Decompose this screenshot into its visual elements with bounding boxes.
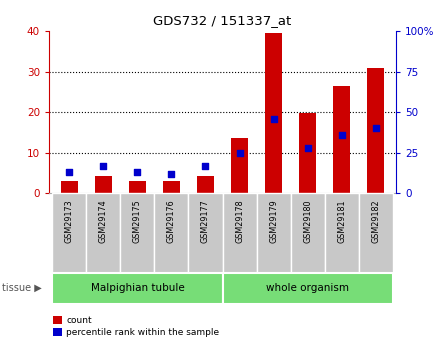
Point [202, 163, 209, 168]
FancyBboxPatch shape [189, 193, 222, 273]
Point [338, 132, 345, 138]
Text: GDS732 / 151337_at: GDS732 / 151337_at [154, 14, 291, 27]
Point [168, 171, 175, 177]
FancyBboxPatch shape [222, 193, 256, 273]
Bar [367, 68, 384, 193]
FancyBboxPatch shape [86, 193, 121, 273]
Text: tissue ▶: tissue ▶ [2, 283, 42, 293]
Point [270, 116, 277, 121]
Legend: count, percentile rank within the sample: count, percentile rank within the sample [49, 313, 223, 341]
Bar [333, 86, 350, 193]
Text: whole organism: whole organism [266, 283, 349, 293]
Text: GSM29175: GSM29175 [133, 199, 142, 243]
Point [304, 145, 311, 150]
Bar [163, 181, 180, 193]
Text: GSM29178: GSM29178 [235, 199, 244, 243]
Text: GSM29176: GSM29176 [167, 199, 176, 243]
Bar [231, 138, 248, 193]
Text: GSM29177: GSM29177 [201, 199, 210, 243]
FancyBboxPatch shape [256, 193, 291, 273]
Bar [95, 176, 112, 193]
FancyBboxPatch shape [154, 193, 189, 273]
Bar [61, 181, 78, 193]
Bar [129, 181, 146, 193]
Point [134, 169, 141, 175]
Text: GSM29181: GSM29181 [337, 199, 346, 243]
Point [66, 169, 73, 175]
Point [236, 150, 243, 155]
Bar [299, 113, 316, 193]
Bar [265, 33, 282, 193]
Point [372, 126, 379, 131]
Text: GSM29174: GSM29174 [99, 199, 108, 243]
Bar [197, 176, 214, 193]
FancyBboxPatch shape [324, 193, 359, 273]
Point [100, 163, 107, 168]
Text: GSM29179: GSM29179 [269, 199, 278, 243]
FancyBboxPatch shape [121, 193, 154, 273]
FancyBboxPatch shape [359, 193, 392, 273]
FancyBboxPatch shape [222, 273, 392, 304]
Text: GSM29173: GSM29173 [65, 199, 74, 243]
FancyBboxPatch shape [53, 193, 86, 273]
FancyBboxPatch shape [291, 193, 324, 273]
Text: GSM29182: GSM29182 [371, 199, 380, 243]
Text: Malpighian tubule: Malpighian tubule [90, 283, 184, 293]
FancyBboxPatch shape [53, 273, 222, 304]
Text: GSM29180: GSM29180 [303, 199, 312, 243]
